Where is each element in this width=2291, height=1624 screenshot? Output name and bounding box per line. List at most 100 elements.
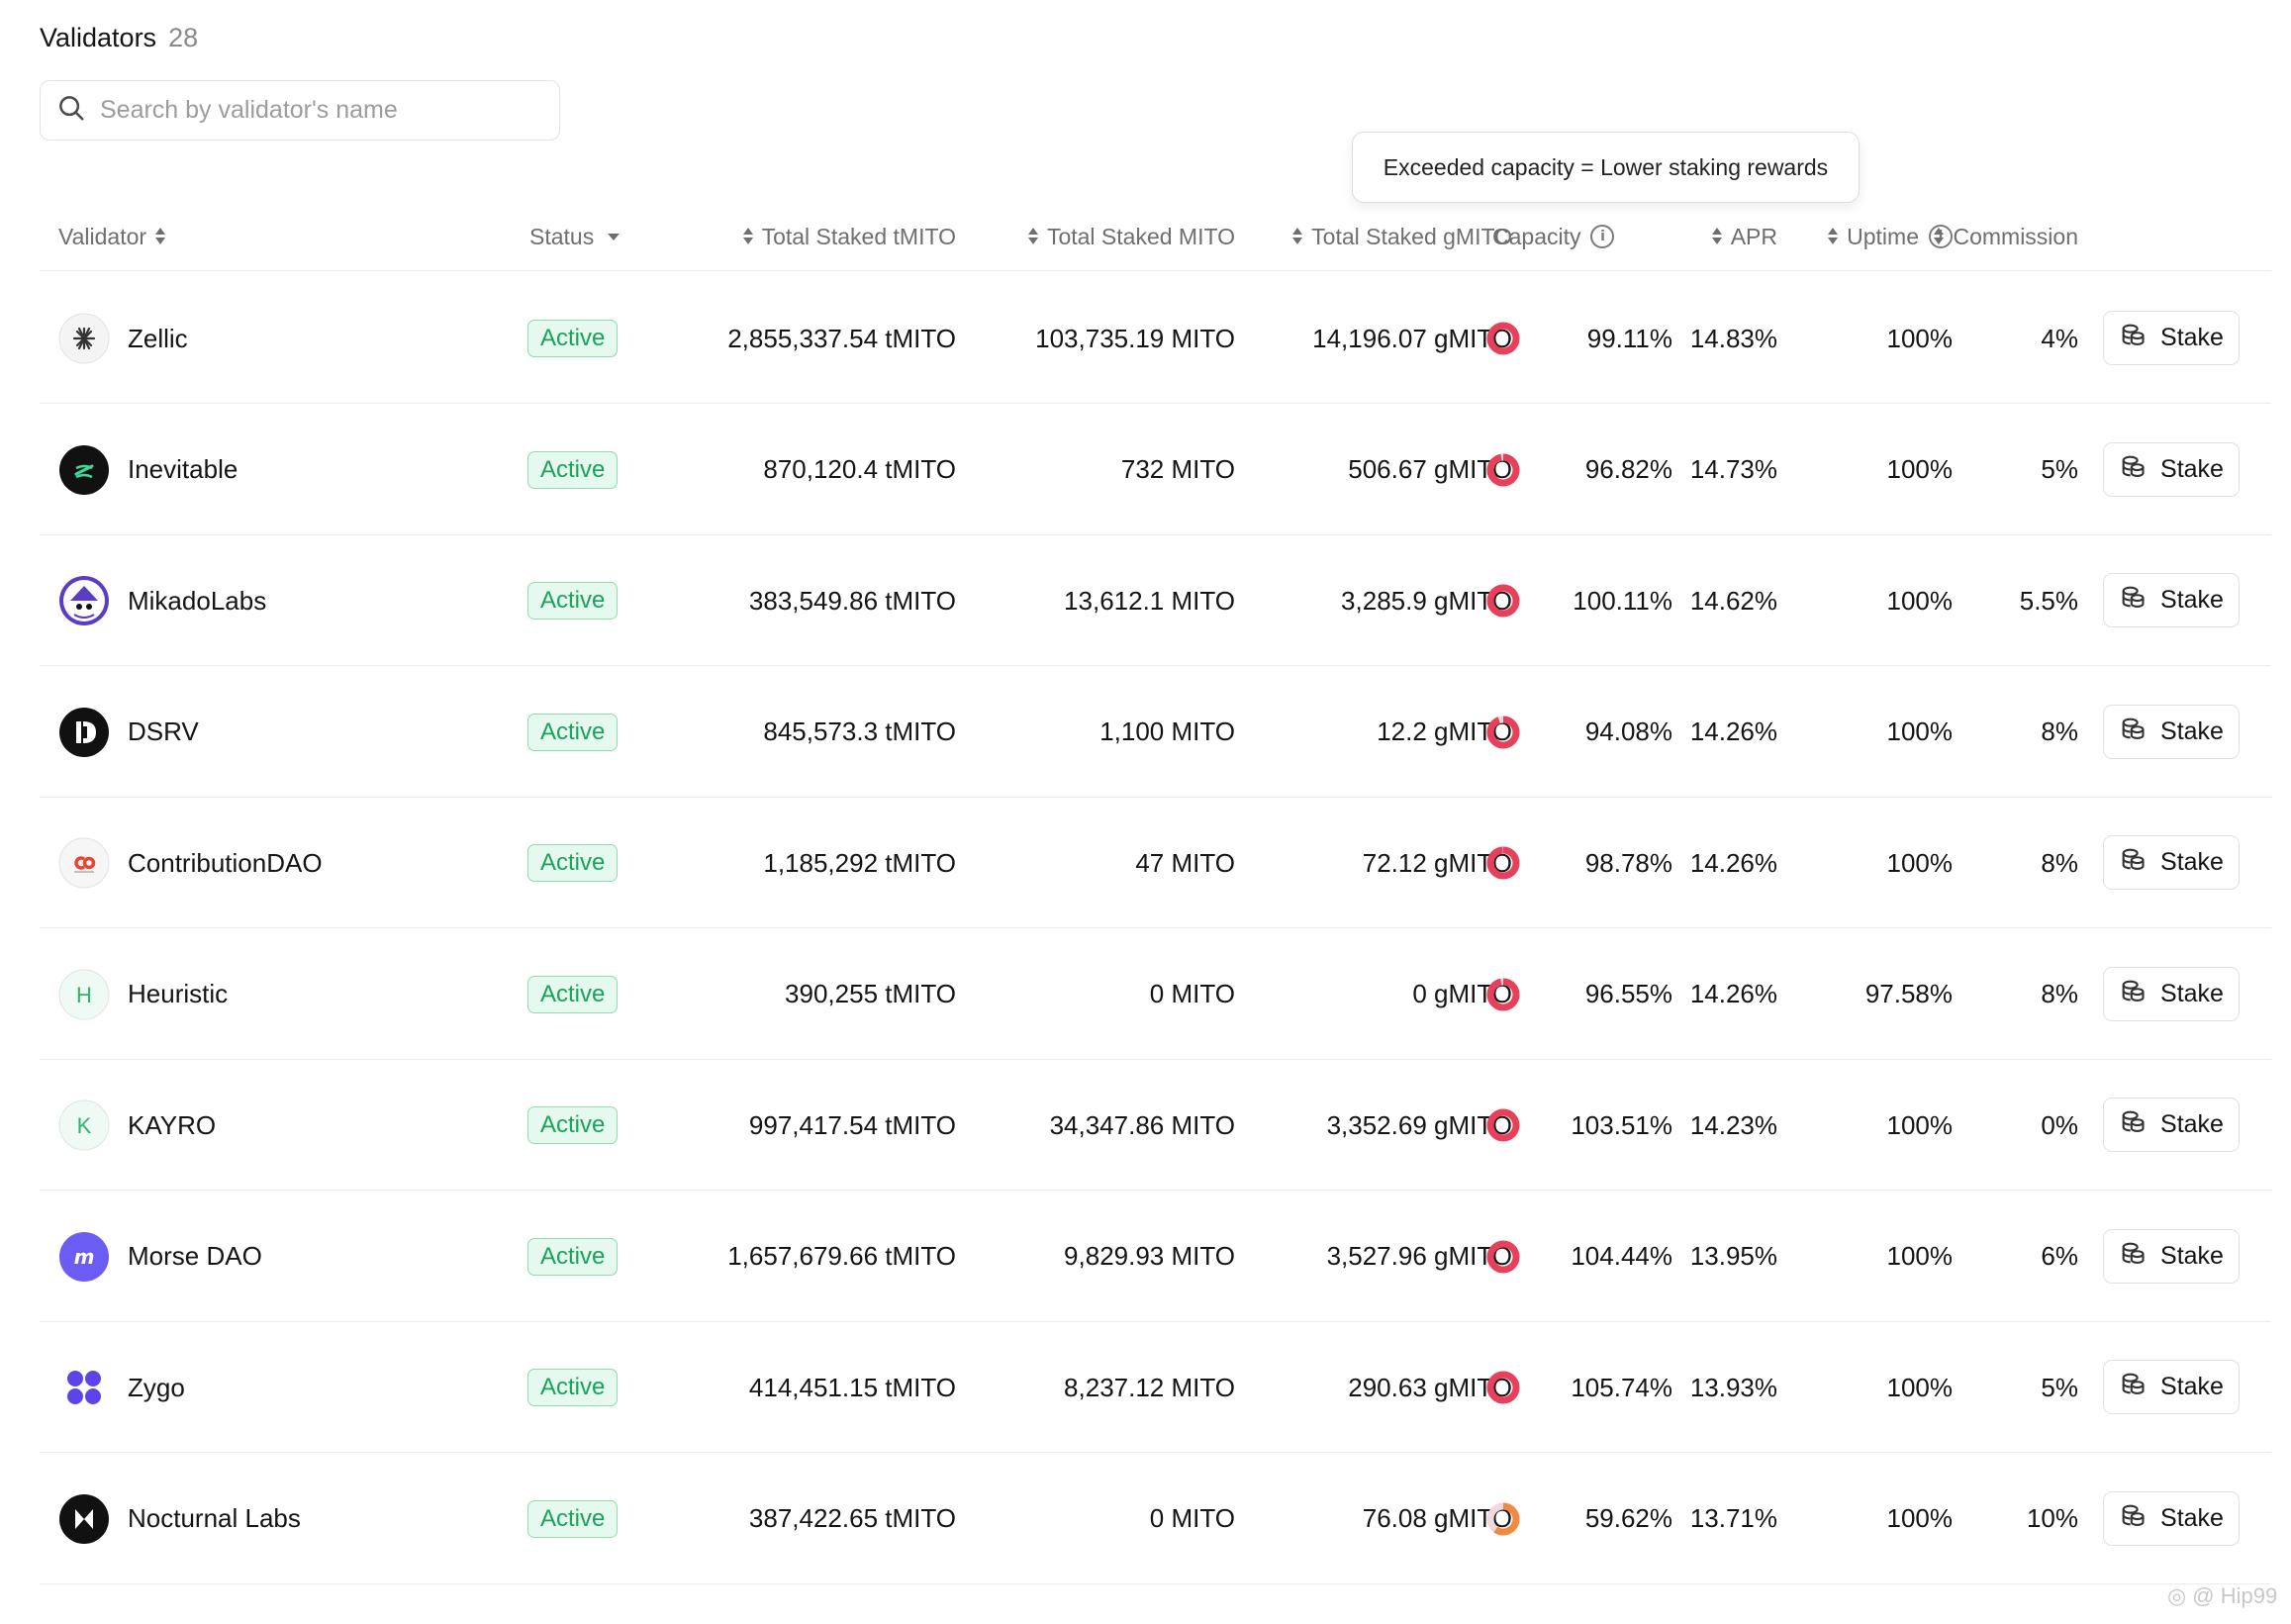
stake-button[interactable]: Stake <box>2103 573 2240 627</box>
column-validator[interactable]: Validator <box>58 206 174 267</box>
stake-button[interactable]: Stake <box>2103 966 2240 1021</box>
column-status-label: Status <box>529 223 595 249</box>
status-badge-label: Active <box>527 1237 619 1276</box>
stake-button-label: Stake <box>2160 1503 2224 1532</box>
column-apr-label: APR <box>1730 223 1777 249</box>
column-commission-label: Commission <box>1953 223 2078 249</box>
stake-button[interactable]: Stake <box>2103 311 2240 365</box>
apr-value: 14.26% <box>1689 716 1777 746</box>
capacity-ring-icon <box>1485 1239 1521 1275</box>
column-commission[interactable]: Commission <box>1920 206 2078 267</box>
validator-name[interactable]: Inevitable <box>128 454 239 484</box>
stake-button-label: Stake <box>2160 454 2224 483</box>
apr-value: 14.62% <box>1689 585 1777 616</box>
capacity-value: 59.62% <box>1584 1503 1672 1533</box>
total-staked-mito: 8,237.12 MITO <box>1064 1372 1235 1402</box>
svg-text:m: m <box>74 1245 95 1269</box>
column-status[interactable]: Status <box>529 206 620 267</box>
validator-name[interactable]: ContributionDAO <box>128 847 323 878</box>
column-mito[interactable]: Total Staked MITO <box>970 206 1235 267</box>
validator-name[interactable]: DSRV <box>128 716 199 746</box>
status-badge-label: Active <box>527 844 619 882</box>
column-apr[interactable]: APR <box>1643 206 1777 267</box>
stake-button-label: Stake <box>2160 979 2224 1007</box>
column-gmito[interactable]: Total Staked gMITO <box>1227 206 1512 267</box>
search-input[interactable] <box>100 96 535 125</box>
apr-value: 13.95% <box>1689 1241 1777 1271</box>
column-uptime[interactable]: Uptime i <box>1762 206 1953 267</box>
validator-name[interactable]: Heuristic <box>128 979 229 1008</box>
table-row[interactable]: DSRV Active 845,573.3 tMITO 1,100 MITO 12.2 … <box>40 667 2271 798</box>
inevitable-logo <box>58 444 110 496</box>
column-capacity-label: Capacity <box>1492 223 1581 249</box>
table-row[interactable]: ContributionDAO Active 1,185,292 tMITO 47 M… <box>40 798 2271 928</box>
status-badge-label: Active <box>527 320 619 357</box>
uptime-value: 100% <box>1886 323 1954 353</box>
total-staked-mito: 34,347.86 MITO <box>1049 1109 1235 1140</box>
watermark: ◎ @ Hip99 <box>2167 1583 2278 1608</box>
validator-name[interactable]: Morse DAO <box>128 1241 262 1271</box>
commission-value: 5% <box>2041 454 2078 484</box>
stake-button[interactable]: Stake <box>2103 1490 2240 1546</box>
stake-button-label: Stake <box>2160 716 2224 745</box>
total-staked-tmito: 387,422.65 tMITO <box>748 1503 956 1533</box>
stake-button[interactable]: Stake <box>2103 704 2240 759</box>
status-badge: Active <box>527 929 619 1060</box>
validator-name[interactable]: Nocturnal Labs <box>128 1503 301 1533</box>
stake-button[interactable]: Stake <box>2103 1360 2240 1414</box>
table-row[interactable]: K KAYRO Active 997,417.54 tMITO 34,347.86 MI… <box>40 1060 2271 1191</box>
sort-icon <box>742 227 754 246</box>
coins-icon <box>2119 583 2160 618</box>
coins-icon <box>2119 715 2160 749</box>
table-row[interactable]: Inevitable Active 870,120.4 tMITO 732 MITO 5… <box>40 405 2271 535</box>
status-badge-label: Active <box>527 975 619 1013</box>
capacity-value: 96.82% <box>1584 454 1672 484</box>
table-row[interactable]: MikadoLabs Active 383,549.86 tMITO 13,612.1… <box>40 535 2271 666</box>
validator-name[interactable]: Zygo <box>128 1372 185 1402</box>
table-row[interactable]: Nocturnal Labs Active 387,422.65 tMITO 0 MI… <box>40 1454 2271 1584</box>
column-tmito[interactable]: Total Staked tMITO <box>673 206 956 267</box>
status-badge-label: Active <box>527 713 619 751</box>
stake-button[interactable]: Stake <box>2103 1098 2240 1152</box>
uptime-value: 100% <box>1886 585 1954 616</box>
validator-name[interactable]: MikadoLabs <box>128 585 267 616</box>
capacity-value: 105.74% <box>1571 1372 1672 1402</box>
table-row[interactable]: Zellic Active 2,855,337.54 tMITO 103,735.19… <box>40 273 2271 404</box>
uptime-value: 100% <box>1886 454 1954 484</box>
validator-name[interactable]: KAYRO <box>128 1109 217 1140</box>
capacity-value: 99.11% <box>1586 323 1672 353</box>
letter-h-avatar: H <box>58 969 110 1020</box>
total-staked-mito: 13,612.1 MITO <box>1064 585 1235 616</box>
table-row[interactable]: Zygo Active 414,451.15 tMITO 8,237.12 MITO 2… <box>40 1322 2271 1453</box>
stake-button[interactable]: Stake <box>2103 441 2240 497</box>
apr-value: 13.71% <box>1689 1503 1777 1533</box>
capacity-value: 104.44% <box>1571 1241 1672 1271</box>
status-badge: Active <box>527 1192 619 1322</box>
column-gmito-label: Total Staked gMITO <box>1311 223 1512 249</box>
total-staked-mito: 9,829.93 MITO <box>1064 1241 1235 1271</box>
table-row[interactable]: m Morse DAO Active 1,657,679.66 tMITO 9,829.… <box>40 1192 2271 1322</box>
total-staked-mito: 0 MITO <box>1149 1503 1235 1533</box>
apr-value: 14.26% <box>1689 847 1777 878</box>
total-staked-tmito: 845,573.3 tMITO <box>763 716 956 746</box>
capacity-ring-icon <box>1485 977 1521 1012</box>
table-row[interactable]: H Heuristic Active 390,255 tMITO 0 MITO 0 gMI… <box>40 929 2271 1060</box>
capacity-ring-icon <box>1485 452 1521 488</box>
stake-button-label: Stake <box>2160 1373 2224 1400</box>
info-icon[interactable]: i <box>1590 225 1615 248</box>
search-box[interactable] <box>40 80 560 141</box>
stake-button[interactable]: Stake <box>2103 1228 2240 1284</box>
total-staked-mito: 732 MITO <box>1120 454 1235 484</box>
stake-button[interactable]: Stake <box>2103 835 2240 890</box>
stake-button-label: Stake <box>2160 1241 2224 1270</box>
stake-button-label: Stake <box>2160 324 2224 351</box>
coins-icon <box>2119 977 2160 1011</box>
commission-value: 4% <box>2041 323 2078 353</box>
search-icon <box>56 93 86 128</box>
validator-name[interactable]: Zellic <box>128 323 188 353</box>
sort-icon <box>1933 227 1945 246</box>
total-staked-tmito: 1,185,292 tMITO <box>763 847 956 878</box>
commission-value: 0% <box>2041 1109 2078 1140</box>
info-icon[interactable]: i <box>1929 225 1953 248</box>
coins-icon <box>2119 321 2160 355</box>
